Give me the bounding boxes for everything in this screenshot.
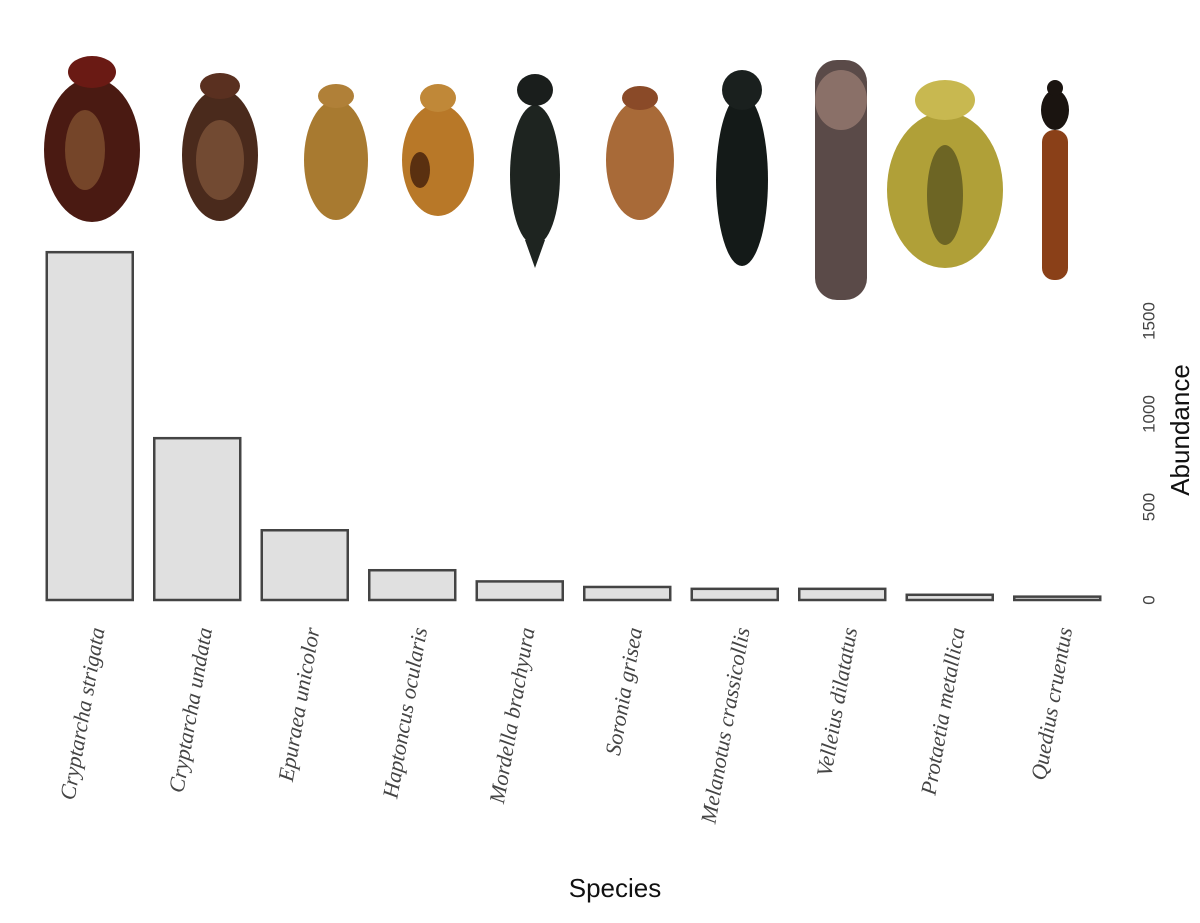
beetle	[606, 86, 674, 220]
bar	[798, 587, 887, 602]
beetle	[1041, 80, 1069, 280]
beetle	[815, 60, 867, 300]
beetle	[887, 80, 1003, 268]
x-tick-label: Velleius dilatatus	[811, 625, 862, 778]
x-tick-label: Soronia grisea	[600, 625, 647, 757]
bar	[368, 568, 457, 602]
x-tick-label: Cryptarcha undata	[163, 625, 217, 794]
beetle	[44, 56, 140, 222]
bar	[690, 587, 779, 602]
beetle	[182, 73, 258, 221]
beetle	[716, 70, 768, 266]
bar	[153, 436, 242, 602]
beetle	[304, 84, 368, 220]
x-tick-label: Protaetia metallica	[915, 625, 969, 797]
bar	[475, 580, 564, 602]
x-tick-label: Melanotus crassicollis	[695, 625, 754, 826]
x-tick-label: Quedius cruentus	[1026, 625, 1077, 782]
x-tick-label: Epuraea unicolor	[273, 625, 325, 784]
y-tick-label: 500	[1139, 493, 1158, 521]
bar	[583, 585, 672, 602]
bar	[260, 529, 349, 602]
beetle	[402, 84, 474, 216]
bar	[905, 593, 994, 602]
y-axis-title: Abundance	[1165, 364, 1195, 496]
x-tick-label: Haptoncus ocularis	[377, 625, 432, 801]
x-axis-title: Species	[569, 873, 662, 903]
bar	[1013, 595, 1102, 602]
beetle-images	[44, 56, 1069, 300]
y-tick-label: 0	[1139, 595, 1158, 604]
y-tick-label: 1500	[1139, 302, 1158, 340]
y-tick-label: 1000	[1139, 395, 1158, 433]
x-tick-label: Mordella brachyura	[484, 625, 540, 806]
bar	[45, 250, 134, 602]
x-tick-label: Cryptarcha strigata	[55, 625, 110, 801]
beetle	[510, 74, 560, 268]
